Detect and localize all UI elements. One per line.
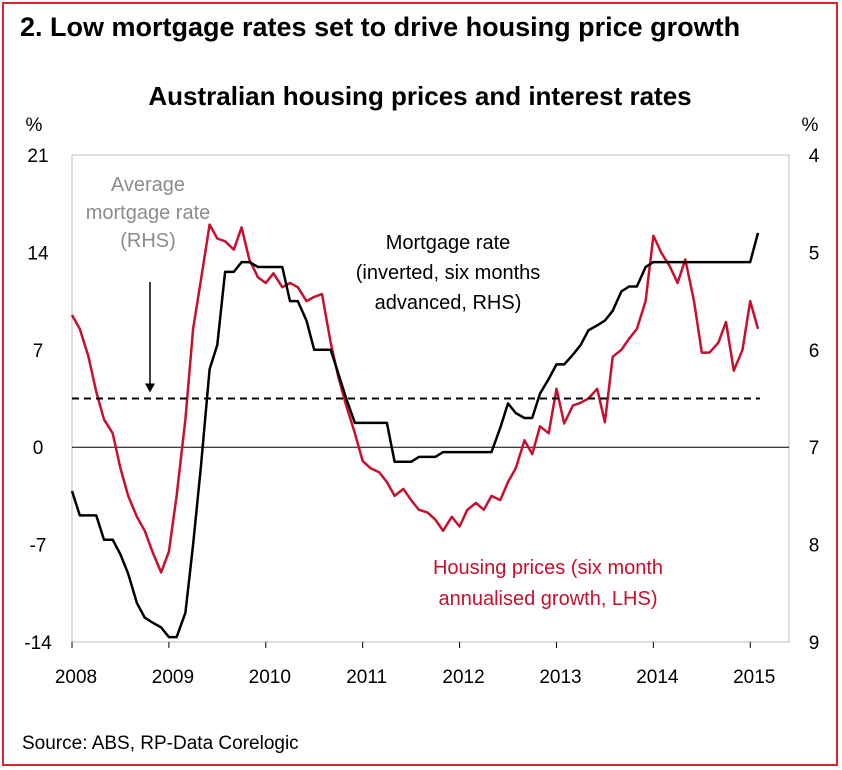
- housing-annotation-line: Housing prices (six month: [433, 557, 663, 579]
- x-tick-label: 2009: [152, 667, 194, 688]
- right-tick-label: 5: [809, 243, 820, 264]
- left-axis-unit: %: [26, 115, 43, 136]
- left-tick-label: 14: [27, 243, 49, 264]
- mortgage-annotation-line: Mortgage rate: [386, 232, 511, 254]
- x-tick-label: 2013: [539, 667, 581, 688]
- average-annotation-line: Average: [111, 174, 185, 196]
- x-tick-label: 2014: [636, 667, 679, 688]
- series-layer: [70, 223, 760, 639]
- average-annotation-line: (RHS): [120, 230, 176, 252]
- left-tick-label: 0: [33, 438, 44, 459]
- figure-title: 2. Low mortgage rates set to drive housi…: [20, 12, 741, 42]
- housing-line: [70, 223, 760, 574]
- x-tick-label: 2010: [249, 667, 291, 688]
- mortgage-annotation-line: advanced, RHS): [375, 292, 522, 314]
- source-note: Source: ABS, RP-Data Corelogic: [22, 733, 299, 754]
- annotations: Average mortgage rate (RHS) Mortgage rate (i…: [86, 174, 663, 610]
- right-tick-label: 8: [809, 536, 820, 557]
- x-tick-label: 2011: [346, 667, 387, 688]
- plot-area: [71, 154, 790, 643]
- x-tick-label: 2015: [733, 667, 775, 688]
- axes: 21 14 7 0 -7 -14 4 5 6 7 8 9 2008 2009 2010 2011 2012 201…: [24, 146, 819, 688]
- left-tick-label: 21: [27, 146, 48, 167]
- right-tick-label: 4: [809, 146, 820, 167]
- average-annotation-line: mortgage rate: [86, 202, 211, 224]
- mortgage-line: [70, 232, 760, 639]
- left-tick-label: -14: [24, 633, 52, 654]
- plot-border: [71, 154, 790, 643]
- left-tick-label: -7: [30, 536, 47, 557]
- mortgage-annotation-line: (inverted, six months: [356, 262, 541, 284]
- average-arrow-head: [145, 383, 155, 393]
- right-tick-label: 9: [809, 633, 820, 654]
- right-axis-unit: %: [802, 115, 819, 136]
- chart-title: Australian housing prices and interest r…: [148, 81, 691, 111]
- x-tick-label: 2012: [442, 667, 484, 688]
- x-tick-label: 2008: [55, 667, 97, 688]
- left-tick-label: 7: [33, 341, 44, 362]
- right-tick-label: 7: [809, 438, 820, 459]
- housing-annotation-line: annualised growth, LHS): [438, 588, 657, 610]
- right-tick-label: 6: [809, 341, 820, 362]
